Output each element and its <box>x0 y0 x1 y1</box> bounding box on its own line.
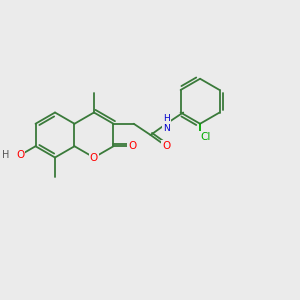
Text: O: O <box>16 150 24 160</box>
Text: O: O <box>162 141 170 151</box>
Text: H: H <box>2 150 9 160</box>
Text: H
N: H N <box>163 114 170 134</box>
Text: Cl: Cl <box>200 132 210 142</box>
Text: O: O <box>128 141 137 151</box>
Text: O: O <box>90 152 98 163</box>
